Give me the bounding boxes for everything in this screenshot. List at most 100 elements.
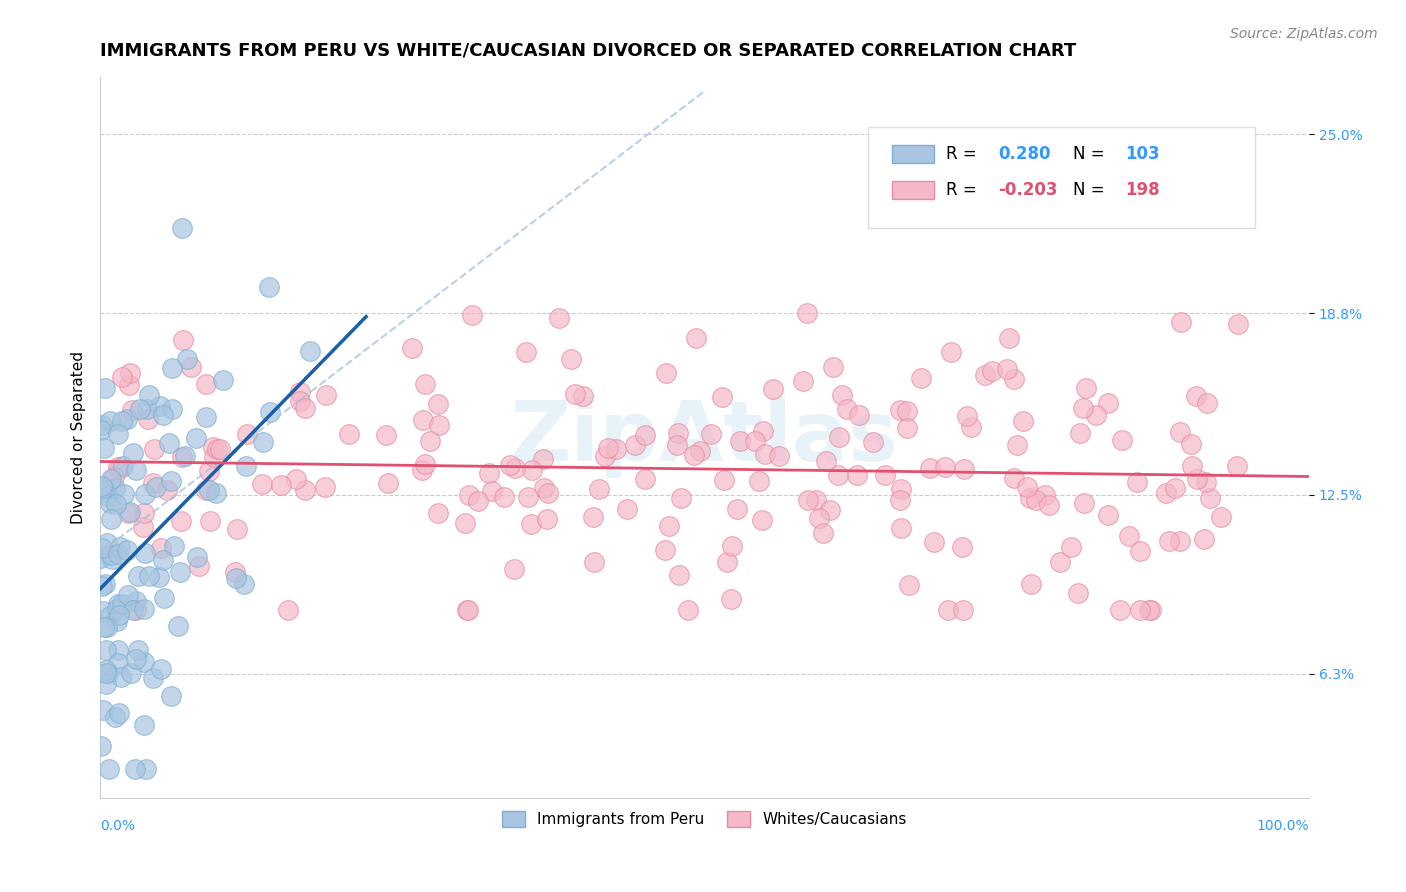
Point <box>121 403 143 417</box>
Point <box>413 377 436 392</box>
Point <box>596 441 619 455</box>
Point <box>284 473 307 487</box>
Point <box>107 460 129 475</box>
Point <box>172 450 194 464</box>
Point <box>1199 491 1222 505</box>
Point <box>194 376 217 391</box>
Point <box>90 479 112 493</box>
Point <box>98 609 121 624</box>
Point <box>97 665 120 680</box>
Point <box>232 577 254 591</box>
Point <box>1067 586 1090 600</box>
Point <box>1069 426 1091 441</box>
Point <box>169 566 191 580</box>
Point <box>259 405 281 419</box>
Point <box>94 577 117 591</box>
Point <box>90 551 112 566</box>
Point <box>186 431 208 445</box>
Point <box>426 506 449 520</box>
Point <box>564 386 586 401</box>
Point <box>172 333 194 347</box>
Point <box>515 344 537 359</box>
Point <box>162 361 184 376</box>
Point <box>152 553 174 567</box>
Point <box>1025 493 1047 508</box>
Point <box>135 762 157 776</box>
Point <box>124 762 146 776</box>
Point <box>804 492 827 507</box>
Point <box>180 359 202 374</box>
Point <box>457 603 479 617</box>
Point <box>148 570 170 584</box>
Point <box>138 388 160 402</box>
Point <box>97 489 120 503</box>
Point <box>170 221 193 235</box>
Point <box>120 367 142 381</box>
FancyBboxPatch shape <box>891 145 934 163</box>
Point <box>492 490 515 504</box>
Point <box>91 579 114 593</box>
Point <box>456 603 478 617</box>
Point <box>111 458 134 473</box>
Text: ZipAtlas: ZipAtlas <box>510 397 898 478</box>
Point <box>104 481 127 495</box>
Point <box>1012 414 1035 428</box>
Point <box>170 514 193 528</box>
Point <box>108 608 131 623</box>
Point <box>198 483 221 497</box>
Point <box>1015 480 1038 494</box>
Point <box>198 514 221 528</box>
Point <box>93 703 115 717</box>
Point <box>792 374 814 388</box>
Point <box>98 414 121 428</box>
FancyBboxPatch shape <box>868 127 1254 228</box>
Point <box>131 520 153 534</box>
FancyBboxPatch shape <box>891 181 934 199</box>
Point <box>270 478 292 492</box>
Point <box>107 427 129 442</box>
Point <box>1108 603 1130 617</box>
Point <box>676 603 699 617</box>
Point <box>828 429 851 443</box>
Point <box>149 399 172 413</box>
Point <box>616 501 638 516</box>
Point <box>202 450 225 464</box>
Point <box>1181 458 1204 473</box>
Point <box>117 412 139 426</box>
Point <box>633 427 655 442</box>
Point <box>796 306 818 320</box>
Point <box>134 487 156 501</box>
Point <box>890 482 912 496</box>
Point <box>91 481 114 495</box>
Point <box>748 474 770 488</box>
Point <box>457 488 479 502</box>
Point <box>127 642 149 657</box>
Point <box>571 389 593 403</box>
Point <box>634 472 657 486</box>
Point <box>1076 381 1098 395</box>
Point <box>91 604 114 618</box>
Point <box>134 546 156 560</box>
Point <box>716 555 738 569</box>
Point <box>920 460 942 475</box>
Point <box>1192 533 1215 547</box>
Point <box>143 442 166 456</box>
Point <box>105 601 128 615</box>
Point <box>624 438 647 452</box>
Point <box>713 473 735 487</box>
Point <box>1164 481 1187 495</box>
Point <box>461 308 484 322</box>
Point <box>124 463 146 477</box>
Point <box>710 390 733 404</box>
Point <box>110 670 132 684</box>
Point <box>973 368 995 383</box>
Point <box>1185 473 1208 487</box>
Text: R =: R = <box>946 145 983 162</box>
Point <box>1059 540 1081 554</box>
Point <box>502 562 524 576</box>
Point <box>811 526 834 541</box>
Point <box>668 567 690 582</box>
Point <box>145 480 167 494</box>
Point <box>1049 555 1071 569</box>
Point <box>100 472 122 486</box>
